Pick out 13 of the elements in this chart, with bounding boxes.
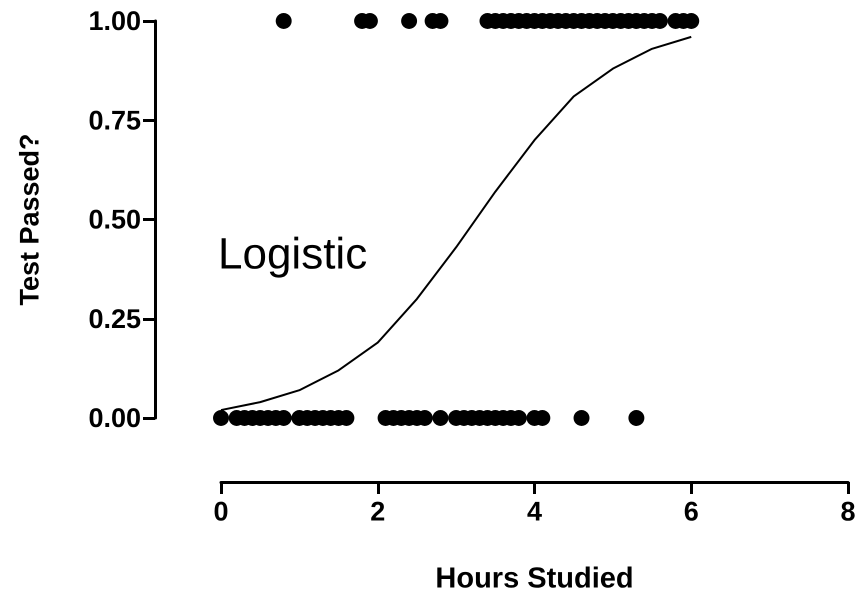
y-tick-label: 0.50 (88, 204, 141, 234)
y-tick-label: 1.00 (88, 6, 141, 36)
x-axis-title: Hours Studied (435, 562, 634, 594)
x-tick-label: 8 (840, 496, 856, 526)
x-tick-label: 6 (684, 496, 699, 526)
y-tick-label: 0.25 (88, 304, 141, 334)
y-tick-label: 0.00 (88, 403, 141, 433)
x-tick-label: 2 (370, 496, 386, 526)
x-tick-label: 4 (526, 496, 542, 526)
y-tick-label: 0.75 (88, 105, 141, 136)
y-axis-title: Test Passed? (14, 133, 44, 306)
x-tick-label: 0 (213, 496, 229, 526)
annotation: Logistic (218, 230, 368, 278)
